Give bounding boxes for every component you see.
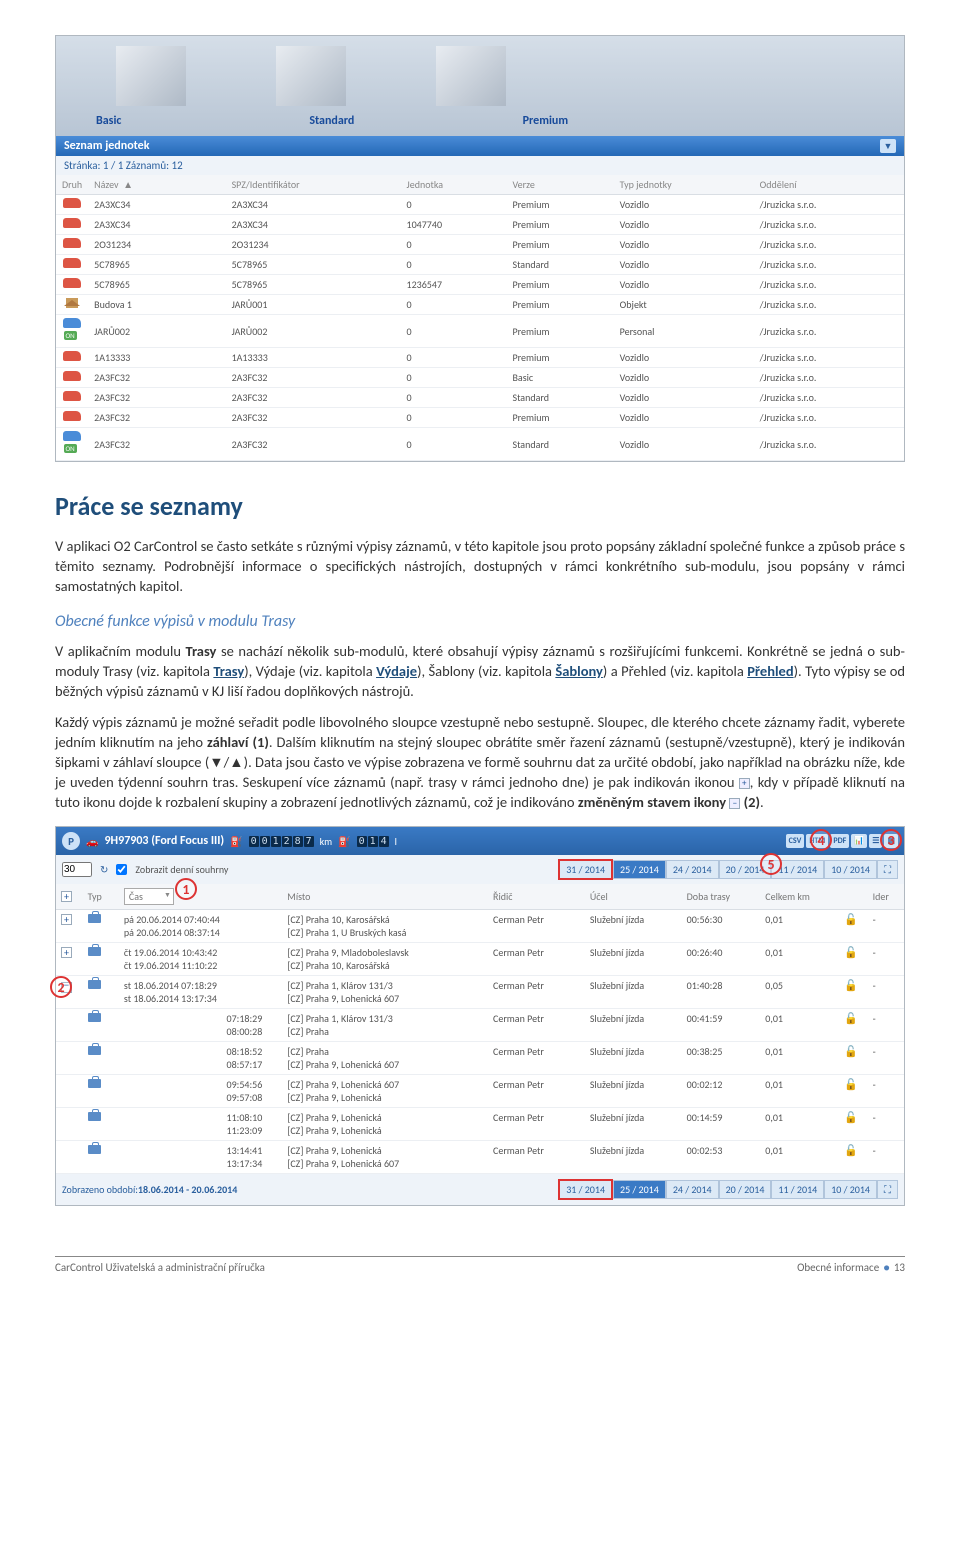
list-title-bar: Seznam jednotek ▼ [56,136,904,156]
week-tab[interactable]: 24 / 2014 [666,1180,719,1199]
table-row[interactable]: 2A3XC342A3XC340PremiumVozidlo/Jruzicka s… [56,195,904,215]
daily-summary-checkbox[interactable] [116,864,127,875]
plan-premium[interactable]: Premium [483,114,696,128]
week-tabs-bottom: 31 / 201425 / 201424 / 201420 / 201411 /… [558,1179,898,1200]
week-tab[interactable]: 10 / 2014 [824,860,877,879]
paragraph-sorting: Každý výpis záznamů je možné seřadit pod… [55,712,905,812]
screenshot-plans-list: Basic Standard Premium Seznam jednotek ▼… [55,35,905,462]
table-row[interactable]: 2A3XC342A3XC341047740PremiumVozidlo/Jruz… [56,215,904,235]
week-tab[interactable]: 10 / 2014 [824,1180,877,1199]
export-chart-icon[interactable]: 📊 [851,834,867,848]
week-tab[interactable]: 11 / 2014 [771,1180,824,1199]
vehicle-name: 9H97903 (Ford Focus III) [104,834,224,848]
trips-bottombar: Zobrazeno období: 18.06.2014 - 20.06.201… [56,1174,904,1205]
table-row[interactable]: 1A133331A133330PremiumVozidlo/Jruzicka s… [56,348,904,368]
week-tab[interactable]: 24 / 2014 [666,860,719,879]
table-row[interactable]: 2A3FC322A3FC320StandardVozidlo/Jruzicka … [56,388,904,408]
export-csv[interactable]: CSV [786,834,805,848]
collapse-icon: − [729,798,740,809]
paragraph-intro: V aplikaci O2 CarControl se často setkát… [55,536,905,596]
expand-all-icon[interactable]: + [61,891,72,902]
week-tab[interactable]: 25 / 2014 [613,860,666,879]
table-row[interactable]: Budova 1JARŮ0010PremiumObjekt/Jruzicka s… [56,295,904,315]
vehicle-topbar: P 🚗 9H97903 (Ford Focus III) ⛽ 001287 km… [56,827,904,855]
fullscreen-icon[interactable]: ⛶ [877,1180,898,1199]
collapse-icon[interactable]: ▼ [880,139,896,153]
page-title: Práce se seznamy [55,490,905,522]
week-tab[interactable]: 25 / 2014 [613,1180,666,1199]
plan-standard[interactable]: Standard [269,114,482,128]
rows-input[interactable] [62,862,92,877]
trip-detail-row[interactable]: 13:14:4113:17:34[CZ] Praha 9, Lohenická[… [56,1141,904,1174]
table-row[interactable]: 2O312342O312340PremiumVozidlo/Jruzicka s… [56,235,904,255]
trips-table: + Typ Čas 1 Místo Řidič Účel Doba trasy … [56,884,904,1174]
table-row[interactable]: 5C789655C789651236547PremiumVozidlo/Jruz… [56,275,904,295]
table-row[interactable]: ON2A3FC322A3FC320StandardVozidlo/Jruzick… [56,428,904,461]
table-row[interactable]: ONJARŮ002JARŮ0020PremiumPersonal/Jruzick… [56,315,904,348]
table-row[interactable]: 2A3FC322A3FC320BasicVozidlo/Jruzicka s.r… [56,368,904,388]
trip-detail-row[interactable]: 09:54:5609:57:08[CZ] Praha 9, Lohenická … [56,1075,904,1108]
list-title: Seznam jednotek [64,139,149,153]
trip-summary-row[interactable]: + čt 19.06.2014 10:43:42čt 19.06.2014 11… [56,943,904,976]
callout-3: 3 [880,829,902,851]
footer-left: CarControl Uživatelská a administrační p… [55,1261,265,1274]
plans-banner: Basic Standard Premium [56,36,904,136]
trip-summary-row[interactable]: + pá 20.06.2014 07:40:44pá 20.06.2014 08… [56,910,904,943]
callout-5: 5 [760,853,782,875]
trip-detail-row[interactable]: 08:18:5208:57:17[CZ] Praha[CZ] Praha 9, … [56,1042,904,1075]
expand-icon: + [739,778,750,789]
week-tab[interactable]: 31 / 2014 [558,859,613,880]
units-table: Druh Název ▲ SPZ/Identifikátor Jednotka … [56,175,904,461]
week-tab[interactable]: 20 / 2014 [719,1180,772,1199]
trip-detail-row[interactable]: 11:08:1011:23:09[CZ] Praha 9, Lohenická[… [56,1108,904,1141]
page-info: Stránka: 1 / 1 Záznamů: 12 [56,156,904,175]
week-tabs: 31 / 201425 / 201424 / 201420 / 201411 /… [558,859,898,880]
trips-header-row[interactable]: + Typ Čas 1 Místo Řidič Účel Doba trasy … [56,884,904,910]
screenshot-trips: P 🚗 9H97903 (Ford Focus III) ⛽ 001287 km… [55,826,905,1206]
table-header-row[interactable]: Druh Název ▲ SPZ/Identifikátor Jednotka … [56,175,904,195]
table-row[interactable]: 2A3FC322A3FC320PremiumVozidlo/Jruzicka s… [56,408,904,428]
callout-1: 1 [175,878,197,900]
trip-summary-row[interactable]: −2 st 18.06.2014 07:18:29st 18.06.2014 1… [56,976,904,1009]
table-row[interactable]: 5C789655C789650StandardVozidlo/Jruzicka … [56,255,904,275]
callout-4: 4 [810,829,832,851]
page-footer: CarControl Uživatelská a administrační p… [55,1256,905,1274]
export-pdf[interactable]: PDF [830,834,849,848]
time-column-dropdown[interactable]: Čas [124,888,174,905]
odometer-km: 001287 [249,836,314,847]
odometer-l: 014 [357,836,389,847]
paragraph-modules: V aplikačním modulu Trasy se nachází něk… [55,641,905,701]
plan-basic[interactable]: Basic [56,114,269,128]
parking-icon: P [62,832,80,850]
week-tab[interactable]: 31 / 2014 [558,1179,613,1200]
fullscreen-icon[interactable]: ⛶ [877,860,898,879]
daily-summary-label: Zobrazit denní souhrny [135,863,228,876]
subheading: Obecné funkce výpisů v modulu Trasy [55,612,905,631]
trip-detail-row[interactable]: 07:18:2908:00:28[CZ] Praha 1, Klárov 131… [56,1009,904,1042]
